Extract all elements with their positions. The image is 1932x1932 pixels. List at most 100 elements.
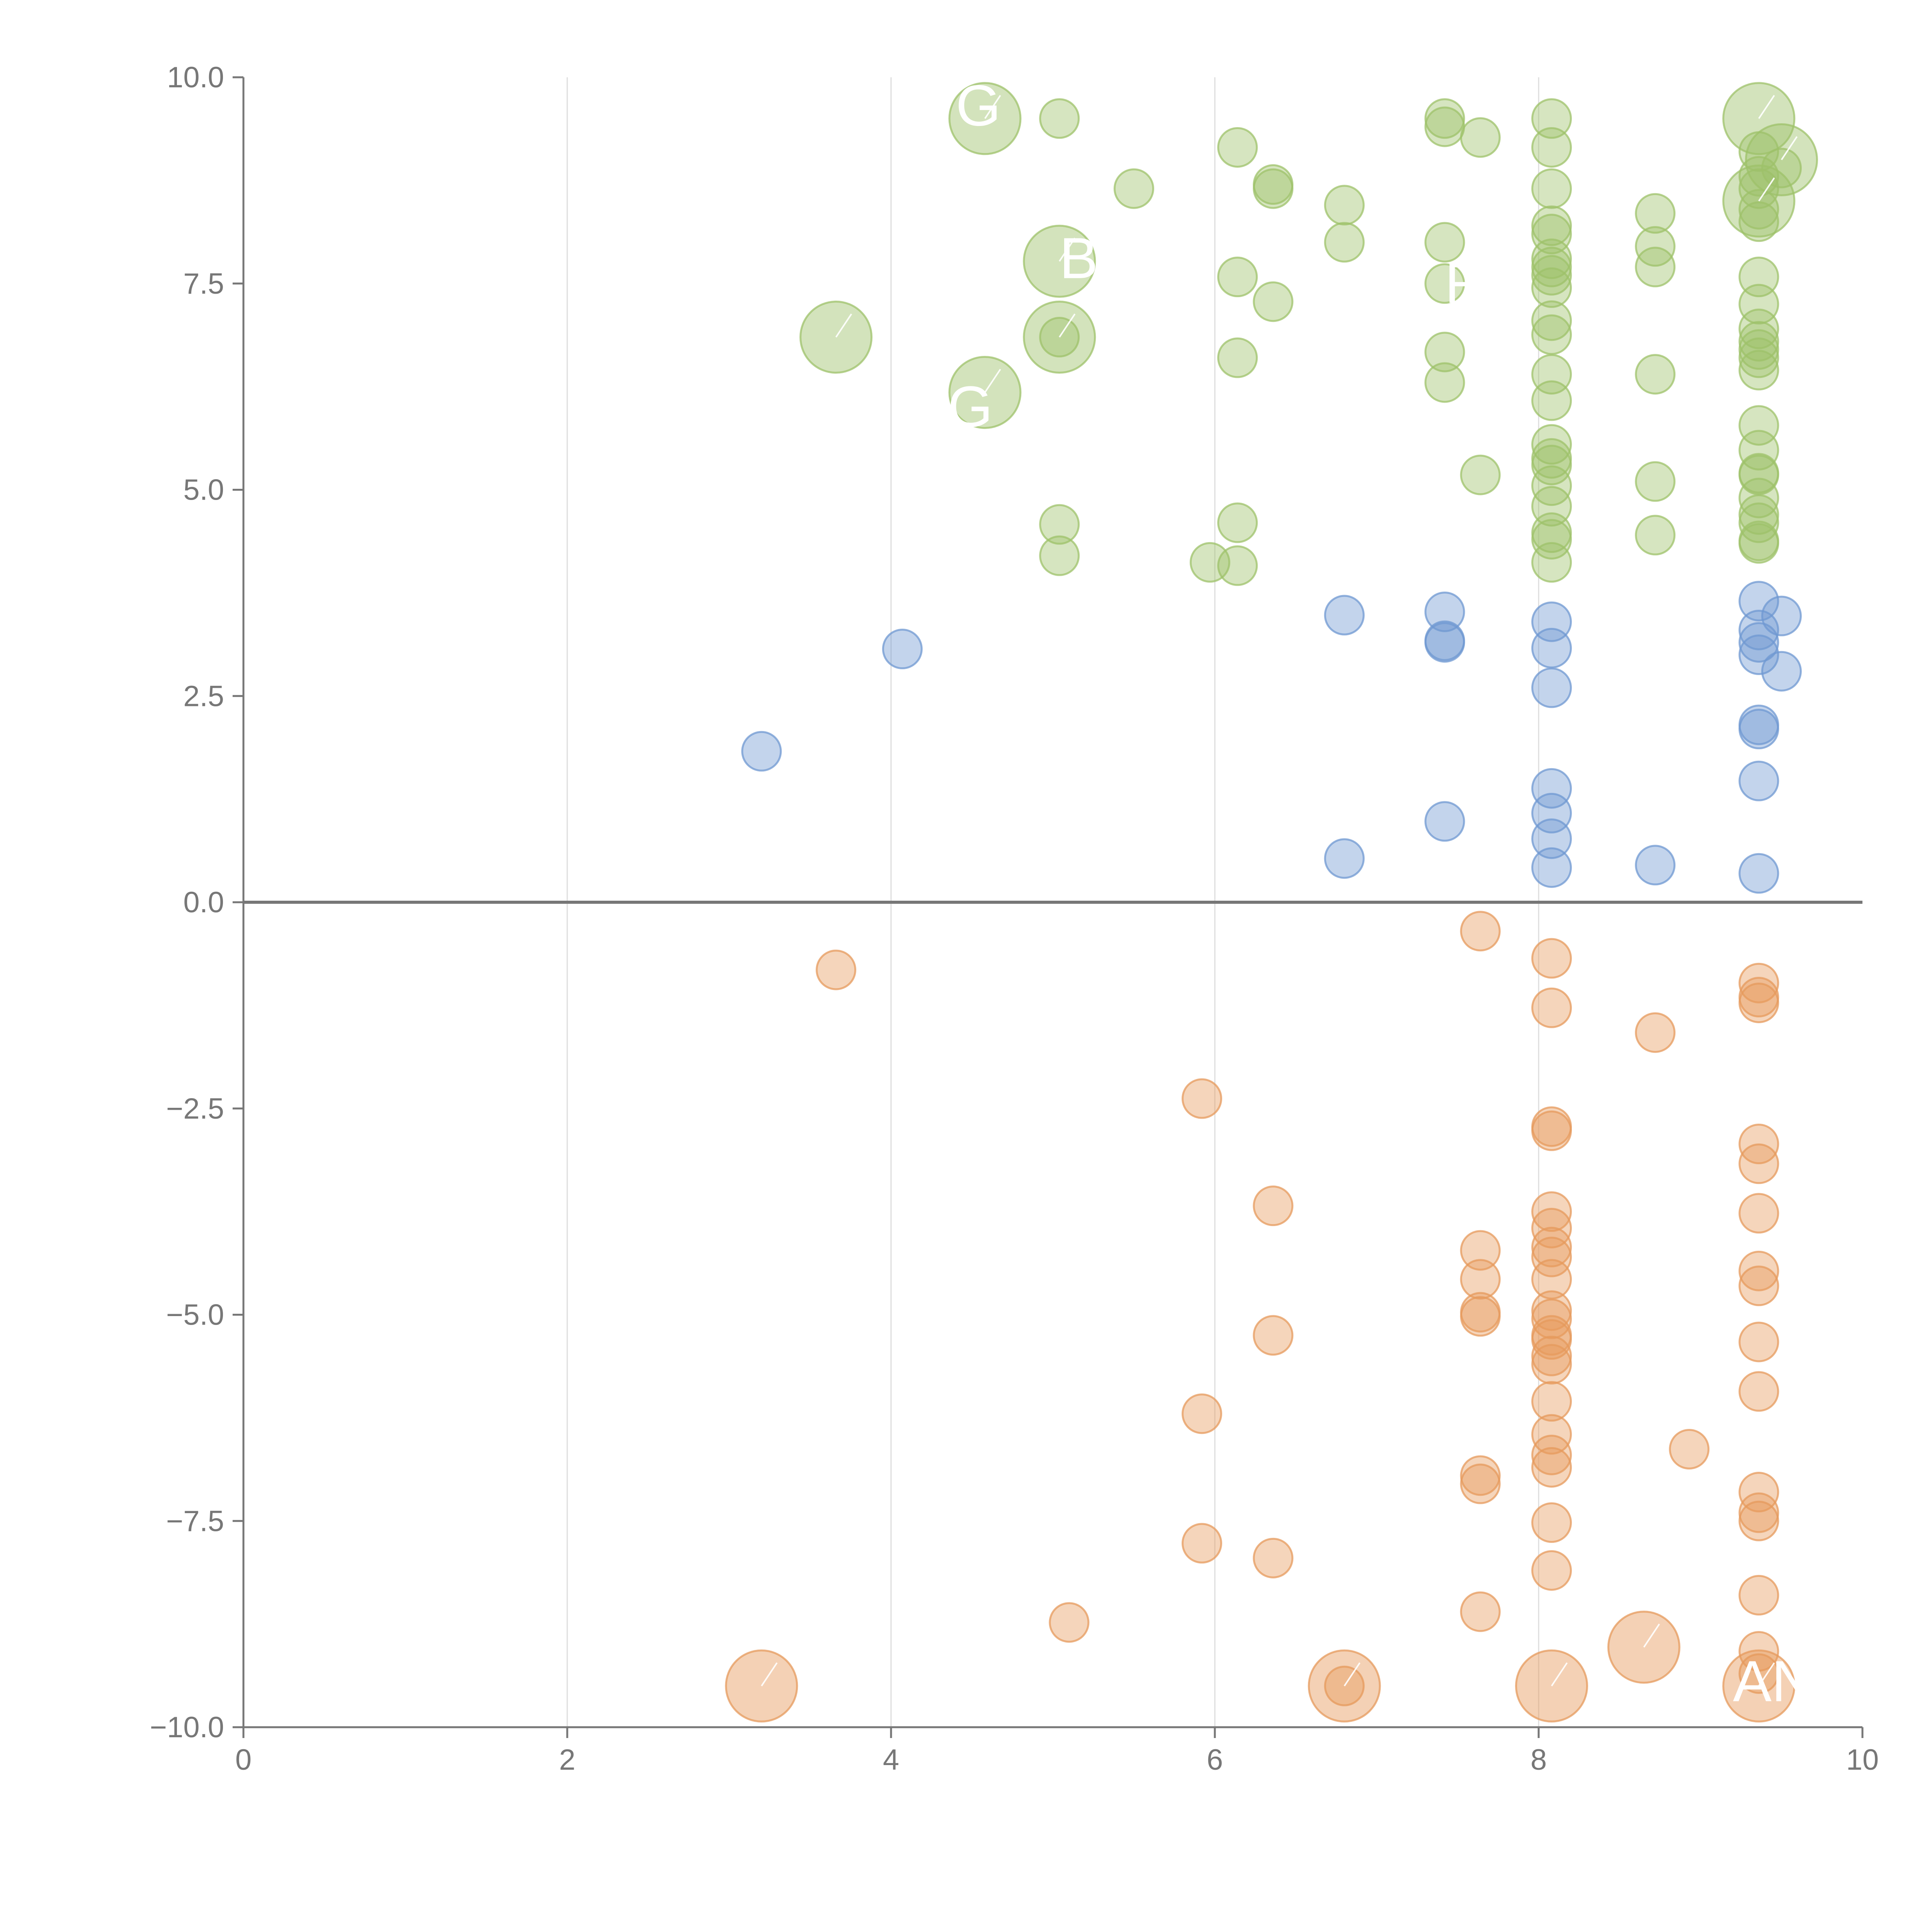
y-tick-label: 0.0 xyxy=(183,886,224,919)
green-data-point xyxy=(1738,168,1779,209)
x-tick-label: 8 xyxy=(1531,1743,1547,1776)
blue-data-point xyxy=(1324,838,1365,879)
green-data-point xyxy=(1531,205,1572,246)
orange-data-point xyxy=(1460,911,1501,952)
blue-data-point xyxy=(1738,581,1779,622)
green-data-point xyxy=(1635,193,1676,234)
blue-data-point xyxy=(1531,667,1572,708)
callout-label: ANC xyxy=(1733,1649,1855,1714)
data-points xyxy=(741,98,1802,1706)
green-data-point xyxy=(1531,238,1572,279)
orange-data-point xyxy=(1738,1492,1779,1533)
orange-data-point xyxy=(1669,1429,1710,1470)
blue-data-point xyxy=(1738,709,1779,750)
orange-data-point xyxy=(1181,1523,1222,1564)
x-tick-label: 4 xyxy=(883,1743,899,1776)
callout-label: R xyxy=(1445,250,1486,315)
orange-data-point xyxy=(1531,1434,1572,1475)
orange-data-point xyxy=(1253,1315,1294,1356)
orange-data-point xyxy=(1460,1230,1501,1271)
green-data-point xyxy=(1424,106,1465,147)
blue-data-point xyxy=(1738,609,1779,650)
orange-data-point xyxy=(1531,1110,1572,1151)
callout-leader xyxy=(1551,1662,1568,1687)
green-data-point xyxy=(1217,127,1258,168)
callout-leader xyxy=(984,369,1001,393)
green-data-point xyxy=(1738,321,1779,362)
green-data-point xyxy=(1738,478,1779,519)
green-data-point xyxy=(1424,362,1465,403)
green-data-point xyxy=(1460,454,1501,495)
orange-data-point xyxy=(1531,1550,1572,1591)
blue-data-point xyxy=(1761,595,1802,636)
green-data-point xyxy=(1635,461,1676,502)
green-data-point xyxy=(1738,308,1779,349)
callout-label: G xyxy=(948,374,993,439)
green-data-point xyxy=(1324,185,1365,226)
blue-data-point xyxy=(882,629,923,670)
green-data-point xyxy=(1531,519,1572,560)
green-data-point xyxy=(1531,247,1572,287)
axes: 0 2 4 6 8 10 10.0 7.5 5.0 2.5 0.0 −2.5 −5.0 −7.5 −10.0 xyxy=(150,61,1879,1776)
green-data-point xyxy=(1531,465,1572,506)
blue-data-point xyxy=(1738,760,1779,801)
callout-leader xyxy=(984,95,1001,119)
y-tick-label: 2.5 xyxy=(183,680,224,713)
green-data-point xyxy=(1635,515,1676,556)
orange-data-point xyxy=(1531,1298,1572,1339)
green-data-point xyxy=(1114,168,1154,209)
y-tick-label: 7.5 xyxy=(183,267,224,300)
green-data-point xyxy=(1738,337,1779,378)
x-tick-label: 0 xyxy=(235,1743,252,1776)
green-data-point xyxy=(1531,214,1572,255)
green-data-point xyxy=(1531,267,1572,308)
orange-data-point xyxy=(1531,1447,1572,1488)
orange-data-point xyxy=(1181,1393,1222,1434)
green-data-point xyxy=(1738,284,1779,325)
green-data-point xyxy=(1253,168,1294,209)
callout-leader xyxy=(1344,1662,1361,1687)
callout-leader xyxy=(1781,136,1798,160)
orange-data-point xyxy=(1253,1537,1294,1578)
orange-data-point xyxy=(1738,1371,1779,1412)
callout-leader xyxy=(1643,1623,1660,1648)
orange-data-point xyxy=(1738,1575,1779,1616)
blue-data-point xyxy=(1635,845,1676,886)
green-data-point xyxy=(1424,263,1465,304)
orange-data-point xyxy=(1531,1335,1572,1376)
y-tick-label: −2.5 xyxy=(166,1092,224,1125)
callout-leader xyxy=(1758,95,1775,119)
y-tick-label: −7.5 xyxy=(166,1505,224,1537)
green-data-point xyxy=(1635,226,1676,267)
green-data-point xyxy=(1531,424,1572,465)
blue-data-point xyxy=(1531,818,1572,859)
green-data-point xyxy=(1531,300,1572,341)
orange-data-point xyxy=(1738,1193,1779,1234)
x-tick-label: 6 xyxy=(1207,1743,1223,1776)
green-data-point xyxy=(1738,201,1779,242)
callout-leader xyxy=(835,313,852,338)
y-tick-label: 10.0 xyxy=(167,61,224,94)
orange-data-point xyxy=(1738,1472,1779,1513)
orange-data-point xyxy=(1460,1455,1501,1496)
green-data-point xyxy=(1531,380,1572,421)
orange-data-point xyxy=(1635,1012,1676,1053)
orange-data-point xyxy=(1531,1236,1572,1277)
blue-data-point xyxy=(1424,591,1465,632)
orange-data-point xyxy=(1738,1653,1779,1694)
callout-label: BC xyxy=(1060,226,1140,291)
green-data-point xyxy=(1217,337,1258,378)
green-data-point xyxy=(1738,329,1779,370)
orange-data-point xyxy=(1531,1414,1572,1455)
blue-data-point xyxy=(1424,801,1465,842)
green-data-point xyxy=(1738,405,1779,446)
green-data-point xyxy=(1460,117,1501,158)
green-data-point xyxy=(1189,542,1230,583)
orange-data-point xyxy=(1531,1191,1572,1232)
blue-data-point xyxy=(1531,847,1572,888)
highlighted-points xyxy=(725,82,1818,1723)
callout-leader xyxy=(1758,1662,1775,1687)
green-data-point xyxy=(1531,98,1572,139)
green-data-point xyxy=(1531,314,1572,355)
callout-label: G xyxy=(956,73,1001,138)
